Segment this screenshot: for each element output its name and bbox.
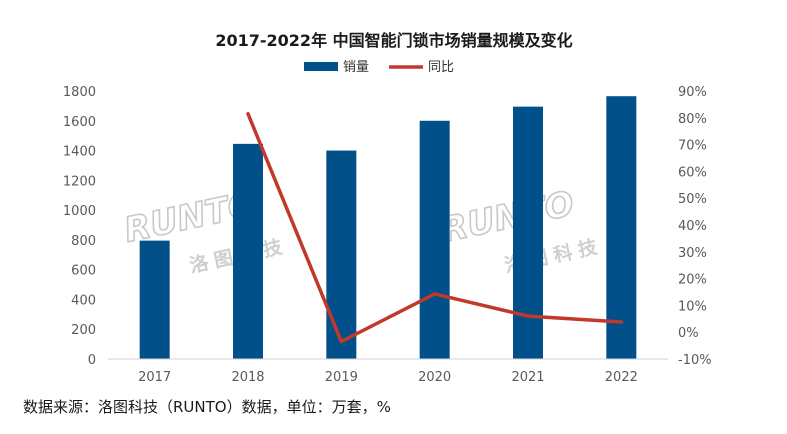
left-axis: 0 200 400 600 800 1000 1200 1400 1600 1800	[63, 85, 96, 368]
y-left-tick-label: 400	[71, 293, 96, 308]
y-left-tick-label: 200	[71, 323, 96, 338]
x-tick-label: 2018	[231, 370, 264, 385]
watermark-logo-text: RUNTO	[438, 184, 578, 251]
bar-2017	[139, 240, 170, 359]
yoy-point-2018	[246, 112, 250, 116]
bar-2019	[326, 150, 357, 359]
x-tick-label: 2021	[511, 370, 544, 385]
yoy-point-2021	[526, 314, 530, 318]
y-right-tick-label: 10%	[678, 299, 707, 314]
y-right-tick-label: 90%	[678, 85, 707, 100]
x-tick-label: 2019	[325, 370, 358, 385]
y-left-tick-label: 1200	[63, 174, 96, 189]
bar-2021	[513, 106, 543, 359]
y-left-tick-label: 1600	[63, 115, 96, 130]
y-left-tick-label: 1000	[63, 204, 96, 219]
bar-2018	[233, 143, 263, 359]
yoy-point-2020	[433, 292, 437, 296]
bar-series-sales	[139, 96, 637, 360]
x-tick-label: 2022	[605, 370, 638, 385]
legend-label-sales: 销量	[343, 60, 369, 75]
x-tick-label: 2020	[418, 370, 451, 385]
y-right-tick-label: 20%	[678, 273, 707, 288]
y-left-tick-label: 1800	[63, 85, 96, 100]
legend: 销量 同比	[304, 60, 454, 75]
yoy-point-2022	[619, 320, 623, 324]
x-tick-label: 2017	[138, 370, 171, 385]
y-right-tick-label: 60%	[678, 165, 707, 180]
y-right-tick-label: 80%	[678, 112, 707, 127]
y-left-tick-label: 600	[71, 264, 96, 279]
y-right-tick-label: 70%	[678, 139, 707, 154]
legend-label-yoy: 同比	[428, 60, 454, 75]
y-right-tick-label: 40%	[678, 219, 707, 234]
y-right-tick-label: 30%	[678, 246, 707, 261]
source-note: 数据来源：洛图科技（RUNTO）数据，单位：万套，%	[23, 398, 391, 416]
bar-2022	[606, 96, 637, 359]
line-series-yoy	[246, 112, 624, 344]
y-left-tick-label: 800	[71, 234, 96, 249]
right-axis: -10% 0% 10% 20% 30% 40% 50% 60% 70% 80% 90%	[678, 85, 712, 368]
bar-2020	[419, 120, 450, 360]
legend-swatch-sales	[304, 62, 338, 71]
y-left-tick-label: 1400	[63, 145, 96, 160]
x-axis: 2017 2018 2019 2020 2021 2022	[138, 370, 638, 385]
y-right-tick-label: -10%	[678, 353, 712, 368]
y-right-tick-label: 50%	[678, 192, 707, 207]
chart-title: 2017-2022年 中国智能门锁市场销量规模及变化	[215, 31, 572, 50]
yoy-point-2019	[339, 340, 343, 344]
y-right-tick-label: 0%	[678, 326, 699, 341]
y-left-tick-label: 0	[88, 353, 96, 368]
